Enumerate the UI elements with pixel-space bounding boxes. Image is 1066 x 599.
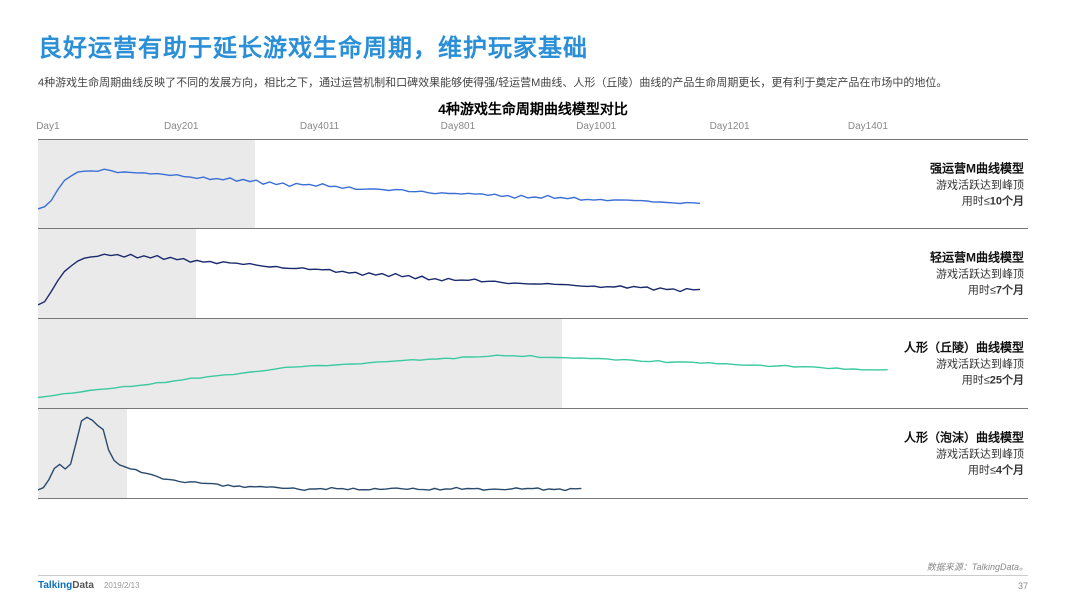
series-line (38, 355, 888, 397)
brand-logo: TalkingData (38, 580, 94, 591)
panel-label-time: 用时≤7个月 (930, 282, 1024, 298)
panel-label-sub: 游戏活跃达到峰顶 (904, 446, 1024, 462)
x-tick: Day801 (441, 121, 475, 132)
panel-label: 人形（丘陵）曲线模型游戏活跃达到峰顶用时≤25个月 (904, 339, 1024, 388)
panel-label-sub: 游戏活跃达到峰顶 (904, 356, 1024, 372)
panel-label-title: 人形（丘陵）曲线模型 (904, 339, 1024, 356)
panel-hill: 人形（丘陵）曲线模型游戏活跃达到峰顶用时≤25个月 (38, 319, 1028, 409)
data-source: 数据来源：TalkingData。 (927, 560, 1028, 573)
panel-label-time: 用时≤4个月 (904, 462, 1024, 478)
panel-label-sub: 游戏活跃达到峰顶 (930, 266, 1024, 282)
series-line (38, 169, 700, 209)
x-axis: Day1 Day201 Day4011 Day801 Day1001 Day1201 Day… (38, 121, 1028, 137)
panel-label: 人形（泡沫）曲线模型游戏活跃达到峰顶用时≤4个月 (904, 429, 1024, 478)
panel-label-time: 用时≤10个月 (930, 192, 1024, 208)
subtitle: 4种游戏生命周期曲线反映了不同的发展方向，相比之下，通过运营机制和口碑效果能够使… (38, 75, 1018, 93)
x-tick: Day1 (36, 121, 59, 132)
panel-label-title: 人形（泡沫）曲线模型 (904, 429, 1024, 446)
series-line (38, 254, 700, 305)
x-tick: Day1001 (576, 121, 616, 132)
panel-label-title: 强运营M曲线模型 (930, 159, 1024, 176)
panel-label: 强运营M曲线模型游戏活跃达到峰顶用时≤10个月 (930, 159, 1024, 208)
x-tick: Day1401 (848, 121, 888, 132)
panel-bubble: 人形（泡沫）曲线模型游戏活跃达到峰顶用时≤4个月 (38, 409, 1028, 499)
x-tick: Day1201 (710, 121, 750, 132)
page-number: 37 (1018, 581, 1028, 591)
chart-title: 4种游戏生命周期曲线模型对比 (38, 99, 1028, 119)
footer: TalkingData 2019/2/13 37 (38, 575, 1028, 591)
panel-label-sub: 游戏活跃达到峰顶 (930, 176, 1024, 192)
chart-panels: 强运营M曲线模型游戏活跃达到峰顶用时≤10个月轻运营M曲线模型游戏活跃达到峰顶用… (38, 139, 1028, 499)
x-tick: Day4011 (300, 121, 339, 132)
page-title: 良好运营有助于延长游戏生命周期，维护玩家基础 (38, 28, 1028, 63)
x-tick: Day201 (164, 121, 198, 132)
panel-label: 轻运营M曲线模型游戏活跃达到峰顶用时≤7个月 (930, 249, 1024, 298)
panel-label-time: 用时≤25个月 (904, 372, 1024, 388)
footer-date: 2019/2/13 (104, 581, 140, 590)
panel-light-m: 轻运营M曲线模型游戏活跃达到峰顶用时≤7个月 (38, 229, 1028, 319)
panel-label-title: 轻运营M曲线模型 (930, 249, 1024, 266)
series-line (38, 417, 581, 490)
panel-strong-m: 强运营M曲线模型游戏活跃达到峰顶用时≤10个月 (38, 139, 1028, 229)
